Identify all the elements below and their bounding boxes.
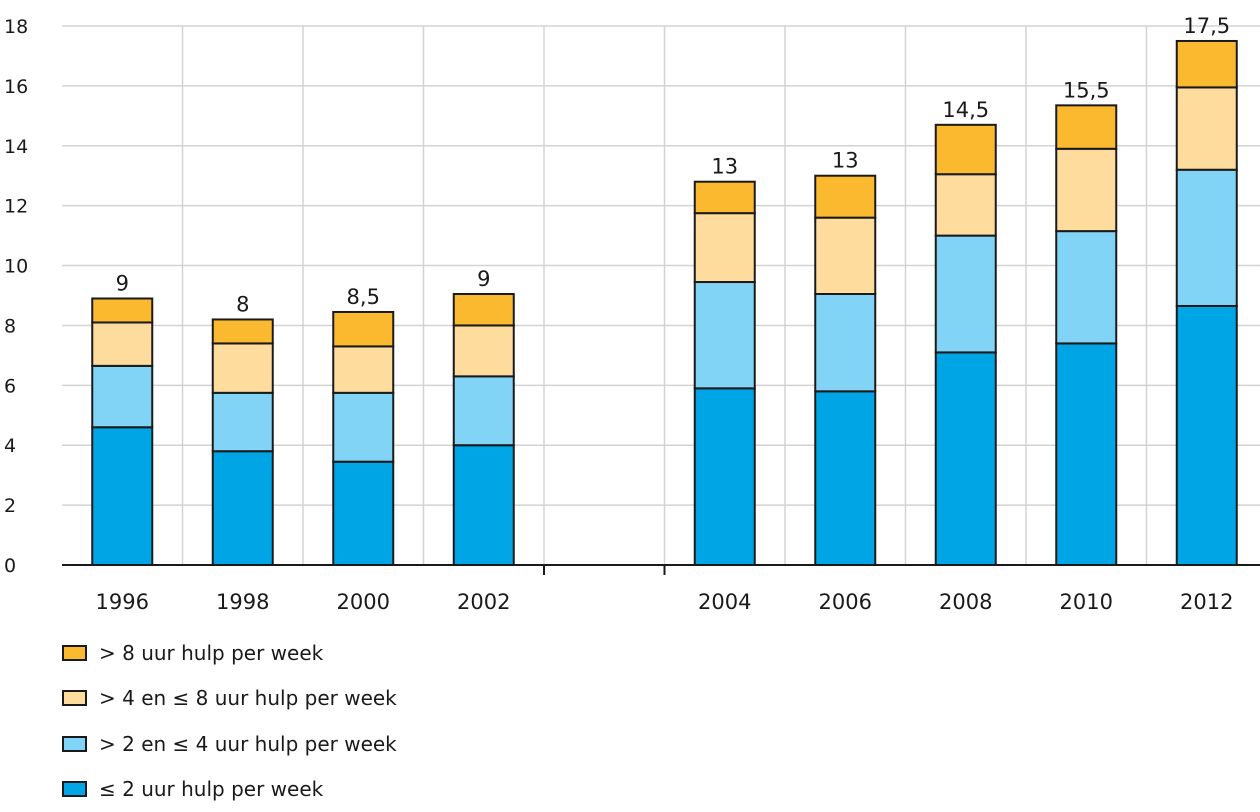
legend-label: > 2 en ≤ 4 uur hulp per week xyxy=(99,732,397,756)
stacked-bar-chart: 0 2 4 6 8 10 12 14 16 18 1996 1998 2000 2002 2004 2006… xyxy=(0,0,1260,630)
bar-segment-2002-series-0 xyxy=(454,445,514,565)
bar-segment-2012-series-0 xyxy=(1177,306,1237,565)
bar-segment-1998-series-0 xyxy=(213,451,273,565)
bar-segment-1996-series-1 xyxy=(92,366,152,427)
bar-total-label: 13 xyxy=(832,149,859,173)
bar-segment-2008-series-1 xyxy=(936,236,996,353)
legend-label: > 4 en ≤ 8 uur hulp per week xyxy=(99,686,397,710)
bar-segment-2006-series-0 xyxy=(815,391,875,565)
bar-total-label: 17,5 xyxy=(1183,14,1230,38)
y-tick-label: 10 xyxy=(4,256,28,278)
bar-segment-1996-series-3 xyxy=(92,298,152,322)
bar-segment-2002-series-2 xyxy=(454,325,514,376)
y-tick-label: 2 xyxy=(4,495,16,517)
x-tick-label: 2006 xyxy=(819,590,872,614)
legend-swatch-up-to-2-hours xyxy=(62,781,87,797)
bar-segment-2004-series-1 xyxy=(695,282,755,388)
bar-total-label: 13 xyxy=(711,155,738,179)
bar-segment-1998-series-1 xyxy=(213,393,273,451)
x-axis-tick-labels: 1996 1998 2000 2002 2004 2006 2008 2010 2012 xyxy=(96,590,1234,614)
bar-segment-2000-series-1 xyxy=(333,393,393,462)
bar-total-label: 9 xyxy=(477,267,490,291)
bar-total-label: 8 xyxy=(236,292,249,316)
x-tick-label: 2000 xyxy=(337,590,390,614)
bar-segment-2008-series-0 xyxy=(936,352,996,565)
legend-label: > 8 uur hulp per week xyxy=(99,641,323,665)
y-axis-tick-labels: 0 2 4 6 8 10 12 14 16 18 xyxy=(4,16,28,577)
bar-segment-2010-series-3 xyxy=(1056,105,1116,148)
y-tick-label: 18 xyxy=(4,16,28,38)
bar-segment-2000-series-0 xyxy=(333,462,393,565)
bar-segment-2012-series-3 xyxy=(1177,41,1237,87)
bar-segment-2004-series-3 xyxy=(695,182,755,213)
axes xyxy=(62,565,1260,575)
x-tick-label: 2004 xyxy=(698,590,751,614)
y-tick-label: 14 xyxy=(4,136,28,158)
bar-segment-2008-series-2 xyxy=(936,174,996,235)
x-tick-label: 2012 xyxy=(1180,590,1233,614)
legend: > 8 uur hulp per week > 4 en ≤ 8 uur hul… xyxy=(62,630,397,812)
x-tick-label: 1998 xyxy=(216,590,269,614)
bar-segment-1996-series-0 xyxy=(92,427,152,565)
bar-segment-2010-series-1 xyxy=(1056,231,1116,343)
legend-item-over-8-hours: > 8 uur hulp per week xyxy=(62,630,397,676)
bar-segment-2008-series-3 xyxy=(936,125,996,174)
bar-segment-1996-series-2 xyxy=(92,322,152,365)
legend-swatch-over-8-hours xyxy=(62,645,87,661)
bar-total-label: 14,5 xyxy=(942,98,989,122)
bar-total-label: 15,5 xyxy=(1063,78,1110,102)
y-tick-label: 12 xyxy=(4,196,28,218)
bar-segment-1998-series-3 xyxy=(213,319,273,343)
bar-segment-2012-series-2 xyxy=(1177,87,1237,169)
y-tick-label: 6 xyxy=(4,375,16,397)
bar-segment-2002-series-3 xyxy=(454,294,514,325)
x-tick-label: 2002 xyxy=(457,590,510,614)
bar-segment-2010-series-2 xyxy=(1056,149,1116,231)
y-tick-label: 8 xyxy=(4,315,16,337)
bar-segment-2010-series-0 xyxy=(1056,343,1116,565)
legend-item-2-to-4-hours: > 2 en ≤ 4 uur hulp per week xyxy=(62,721,397,767)
legend-item-up-to-2-hours: ≤ 2 uur hulp per week xyxy=(62,767,397,812)
bar-segment-2006-series-2 xyxy=(815,218,875,294)
bar-segment-2004-series-0 xyxy=(695,388,755,565)
legend-swatch-2-to-4-hours xyxy=(62,736,87,752)
legend-item-4-to-8-hours: > 4 en ≤ 8 uur hulp per week xyxy=(62,676,397,722)
bar-segment-2000-series-3 xyxy=(333,312,393,346)
y-tick-label: 4 xyxy=(4,435,16,457)
legend-swatch-4-to-8-hours xyxy=(62,690,87,706)
x-tick-label: 1996 xyxy=(96,590,149,614)
bar-segment-2012-series-1 xyxy=(1177,170,1237,306)
bar-segment-2002-series-1 xyxy=(454,376,514,445)
bar-segment-2004-series-2 xyxy=(695,213,755,282)
bar-segment-2006-series-3 xyxy=(815,176,875,218)
y-tick-label: 0 xyxy=(4,555,16,577)
bar-total-label: 9 xyxy=(116,271,129,295)
x-tick-label: 2008 xyxy=(939,590,992,614)
bar-segment-2006-series-1 xyxy=(815,294,875,391)
bar-total-label: 8,5 xyxy=(347,285,380,309)
bar-segment-2000-series-2 xyxy=(333,346,393,392)
legend-label: ≤ 2 uur hulp per week xyxy=(99,777,323,801)
x-tick-label: 2010 xyxy=(1060,590,1113,614)
bar-segment-1998-series-2 xyxy=(213,343,273,392)
y-tick-label: 16 xyxy=(4,76,28,98)
